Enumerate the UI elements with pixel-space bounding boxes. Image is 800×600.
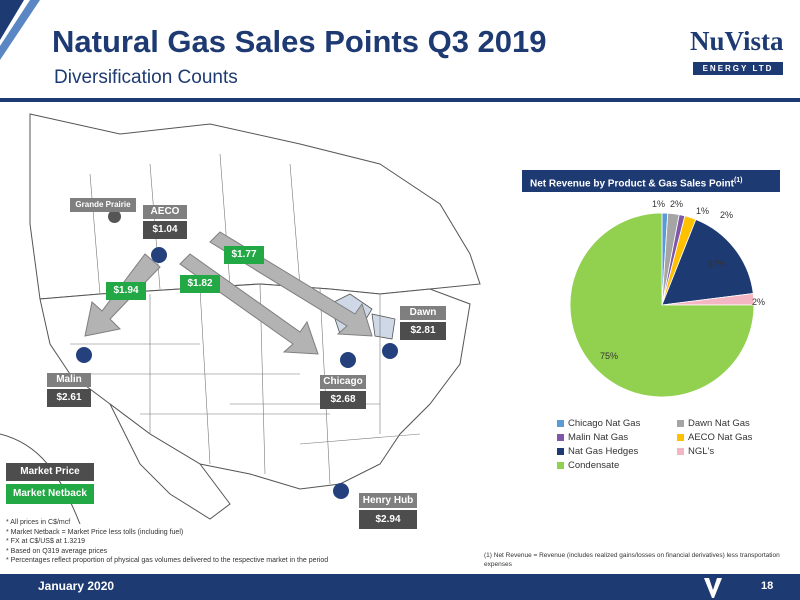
pie-slice-nat-gas-hedges: [661, 218, 754, 306]
notes-block: * All prices in C$/mcf * Market Netback …: [6, 518, 476, 566]
legend-item: AECO Nat Gas: [677, 432, 752, 443]
note-line: * FX at C$/US$ at 1.3219: [6, 538, 85, 545]
legend-label: Nat Gas Hedges: [568, 446, 639, 457]
company-logo: NuVista: [690, 26, 784, 56]
legend-item: Dawn Nat Gas: [677, 418, 750, 429]
pie-data-label: 2%: [670, 199, 683, 209]
location-dot-dawn: [382, 343, 398, 359]
legend-swatch: [557, 447, 564, 455]
netback-dawn: $1.77: [224, 246, 264, 264]
logo-v-icon: [704, 578, 722, 598]
legend-label: AECO Nat Gas: [688, 432, 753, 443]
location-name-grande-prairie: Grande Prairie: [70, 198, 136, 212]
corner-graphic: [0, 0, 40, 60]
location-price-chicago: $2.68: [320, 391, 366, 409]
legend-item: Nat Gas Hedges: [557, 446, 638, 457]
pie-data-label: 2%: [752, 297, 765, 307]
footer-date: January 2020: [38, 579, 115, 593]
note-line: * Based on Q319 average prices: [6, 547, 108, 555]
page-title: Natural Gas Sales Points Q3 2019: [52, 24, 547, 59]
netback-chicago: $1.82: [180, 275, 220, 293]
location-name-malin: Malin: [47, 373, 91, 387]
chart-footnote: (1) Net Revenue = Revenue (includes real…: [484, 552, 780, 568]
company-logo-tagline: ENERGY LTD: [693, 62, 783, 75]
chart-legend: Chicago Nat Gas Dawn Nat Gas Malin Nat G…: [557, 418, 797, 488]
chart-title: Net Revenue by Product & Gas Sales Point…: [522, 170, 780, 192]
legend-item: Condensate: [557, 460, 619, 471]
page-subtitle: Diversification Counts: [54, 67, 238, 88]
key-market-netback: Market Netback: [6, 484, 94, 504]
chart-title-text: Net Revenue by Product & Gas Sales Point: [530, 178, 734, 190]
legend-swatch: [677, 447, 684, 455]
footer-page-number: 18: [761, 580, 774, 592]
location-name-henry-hub: Henry Hub: [359, 493, 417, 508]
location-price-aeco: $1.04: [143, 221, 187, 239]
location-price-malin: $2.61: [47, 389, 91, 407]
arrow-aeco-to-chicago: [179, 253, 319, 355]
location-price-henry-hub: $2.94: [359, 510, 417, 529]
pie-slice-condensate: [569, 212, 755, 398]
legend-label: Condensate: [568, 460, 620, 471]
location-price-dawn: $2.81: [400, 322, 446, 340]
pie-chart: 1% 2% 1% 2% 17% 2% 75%: [569, 199, 765, 398]
legend-label: Dawn Nat Gas: [688, 418, 750, 429]
location-name-dawn: Dawn: [400, 306, 446, 320]
netback-malin: $1.94: [106, 282, 146, 300]
location-dot-aeco: [151, 247, 167, 263]
legend-label: Chicago Nat Gas: [568, 418, 641, 429]
header-divider: [0, 98, 800, 102]
pie-data-label: 1%: [696, 206, 709, 216]
note-line: * Market Netback = Market Price less tol…: [6, 528, 184, 536]
location-dot-chicago: [340, 352, 356, 368]
location-name-aeco: AECO: [143, 205, 187, 219]
legend-swatch: [557, 433, 564, 441]
chart-title-footnote-ref: (1): [733, 177, 743, 184]
legend-swatch: [557, 461, 564, 469]
footer-bar: [0, 574, 800, 600]
pie-data-label: 2%: [720, 210, 733, 220]
legend-swatch: [677, 433, 684, 441]
legend-swatch: [677, 419, 684, 427]
pie-data-label: 1%: [652, 199, 665, 209]
location-dot-grande-prairie: [108, 210, 121, 223]
note-line: * Percentages reflect proportion of phys…: [6, 557, 329, 564]
legend-item: Chicago Nat Gas: [557, 418, 640, 429]
pie-data-label: 75%: [600, 351, 618, 361]
pie-data-label: 17%: [708, 259, 726, 269]
legend-item: NGL's: [677, 446, 714, 457]
legend-item: Malin Nat Gas: [557, 432, 628, 443]
location-name-chicago: Chicago: [320, 375, 366, 389]
location-dot-malin: [76, 347, 92, 363]
key-market-price: Market Price: [6, 463, 94, 481]
note-line: * All prices in C$/mcf: [6, 519, 71, 526]
legend-swatch: [557, 419, 564, 427]
legend-label: NGL's: [688, 446, 715, 457]
legend-label: Malin Nat Gas: [568, 432, 629, 443]
location-dot-henry-hub: [333, 483, 349, 499]
